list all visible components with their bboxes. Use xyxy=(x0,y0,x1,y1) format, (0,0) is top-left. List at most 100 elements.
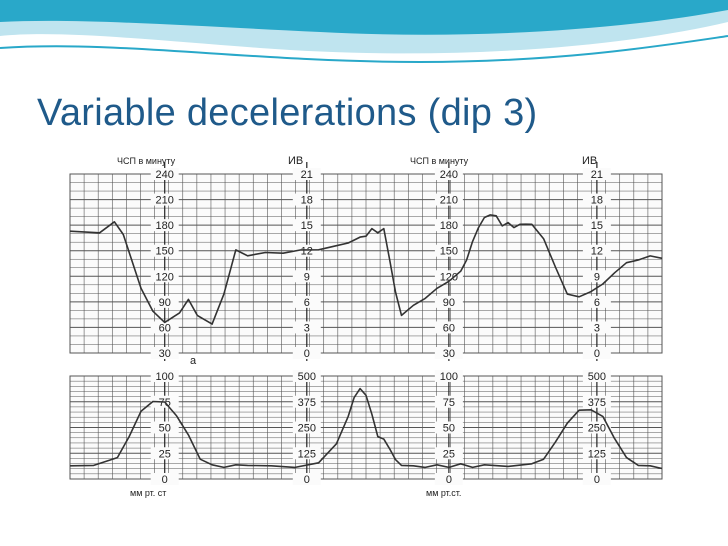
tick-label-bg xyxy=(582,168,611,180)
fhr-tick-label: 9 xyxy=(594,271,600,283)
fhr-tick-label: 0 xyxy=(304,348,310,360)
tick-label-bg xyxy=(292,347,321,359)
uc-tick-label: 75 xyxy=(443,397,455,409)
tick-label-bg xyxy=(582,193,611,206)
tick-label-bg xyxy=(582,321,611,334)
fhr-tick-label: 12 xyxy=(591,246,603,258)
tick-label-bg xyxy=(582,447,611,460)
tick-label-bg xyxy=(434,447,463,460)
tick-label-bg xyxy=(434,295,463,308)
tick-label-bg xyxy=(150,447,179,460)
tick-label-bg xyxy=(150,370,179,382)
chart-grid: 2402101801501209060302118151296302402101… xyxy=(69,162,663,486)
fhr-tick-label: 0 xyxy=(594,348,600,360)
wave-dark xyxy=(0,0,728,35)
uc-tick-label: 0 xyxy=(446,474,452,486)
cardiotocography-chart: 2402101801501209060302118151296302402101… xyxy=(69,155,663,498)
tick-label-bg xyxy=(582,347,611,359)
fhr-tick-label: 60 xyxy=(159,322,171,334)
fhr-tick-label: 12 xyxy=(301,246,313,258)
uc-tick-label: 50 xyxy=(159,423,171,435)
tick-label-bg xyxy=(582,421,611,434)
fhr-tick-label: 210 xyxy=(156,195,174,207)
tick-label-bg xyxy=(150,321,179,334)
tick-label-bg xyxy=(150,244,179,257)
chart-traces xyxy=(69,214,663,470)
uc-tick-label: 0 xyxy=(594,474,600,486)
tick-label-bg xyxy=(292,295,321,308)
tick-label-bg xyxy=(150,295,179,308)
wave-line xyxy=(0,35,728,64)
tick-label-bg xyxy=(434,193,463,206)
fhr-tick-label: 30 xyxy=(443,348,455,360)
fhr-tick-label: 210 xyxy=(440,195,458,207)
tick-label-bg xyxy=(150,473,179,485)
fhr-tick-label: 21 xyxy=(591,169,603,181)
uc-tick-label: 25 xyxy=(159,448,171,460)
tick-label-bg xyxy=(150,421,179,434)
tick-label-bg xyxy=(292,270,321,283)
fhr-tick-label: 15 xyxy=(301,220,313,232)
fhr-tick-label: 240 xyxy=(156,169,174,181)
fhr-tick-label: 120 xyxy=(156,271,174,283)
iv-axis-title: ИВ xyxy=(582,155,597,167)
uc-tick-label: 375 xyxy=(588,397,606,409)
tick-label-bg xyxy=(150,168,179,180)
chart-labels: ЧСП в минуту ИВ ЧСП в минуту ИВ а мм рт.… xyxy=(117,155,597,498)
uc-tick-label: 100 xyxy=(440,371,458,383)
uc-tick-label: 25 xyxy=(443,448,455,460)
uc-tick-label: 500 xyxy=(298,371,316,383)
fhr-tick-label: 150 xyxy=(440,246,458,258)
pressure-axis-title: мм рт. ст xyxy=(130,488,166,498)
uc-trace xyxy=(69,387,663,470)
tick-label-bg xyxy=(434,168,463,180)
fhr-tick-label: 90 xyxy=(443,297,455,309)
tick-label-bg xyxy=(434,395,463,408)
uc-tick-label: 250 xyxy=(298,423,316,435)
tick-label-bg xyxy=(150,219,179,232)
tick-label-bg xyxy=(434,421,463,434)
tick-label-bg xyxy=(292,395,321,408)
fhr-tick-label: 6 xyxy=(594,297,600,309)
fhr-tick-label: 21 xyxy=(301,169,313,181)
fhr-tick-label: 180 xyxy=(440,220,458,232)
tick-label-bg xyxy=(292,447,321,460)
fhr-tick-label: 180 xyxy=(156,220,174,232)
fhr-tick-label: 3 xyxy=(304,322,310,334)
uc-tick-label: 125 xyxy=(588,448,606,460)
fhr-tick-label: 18 xyxy=(591,195,603,207)
tick-label-bg xyxy=(582,370,611,382)
tick-label-bg xyxy=(434,347,463,359)
fhr-tick-label: 9 xyxy=(304,271,310,283)
uc-tick-label: 375 xyxy=(298,397,316,409)
uc-tick-label: 0 xyxy=(162,474,168,486)
tick-label-bg xyxy=(150,193,179,206)
tick-label-bg xyxy=(434,321,463,334)
tick-label-bg xyxy=(582,219,611,232)
tick-label-bg xyxy=(292,219,321,232)
tick-label-bg xyxy=(434,370,463,382)
fhr-axis-title: ЧСП в минуту xyxy=(117,156,176,166)
tick-label-bg xyxy=(582,395,611,408)
uc-tick-label: 50 xyxy=(443,423,455,435)
fhr-tick-label: 90 xyxy=(159,297,171,309)
tick-label-bg xyxy=(292,193,321,206)
tick-label-bg xyxy=(434,219,463,232)
uc-tick-label: 100 xyxy=(156,371,174,383)
tick-label-bg xyxy=(292,244,321,257)
fhr-tick-label: 150 xyxy=(156,246,174,258)
tick-label-bg xyxy=(292,370,321,382)
tick-label-bg xyxy=(292,321,321,334)
tick-label-bg xyxy=(292,473,321,485)
fhr-tick-label: 240 xyxy=(440,169,458,181)
tick-label-bg xyxy=(434,270,463,283)
tick-label-bg xyxy=(150,347,179,359)
pressure-axis-title: мм рт.ст. xyxy=(426,488,461,498)
tick-label-bg xyxy=(292,421,321,434)
fhr-tick-label: 6 xyxy=(304,297,310,309)
slide-title: Variable decelerations (dip 3) xyxy=(37,92,538,134)
fhr-tick-label: 18 xyxy=(301,195,313,207)
decorative-wave-banner xyxy=(0,0,728,64)
tick-label-bg xyxy=(150,270,179,283)
uc-tick-label: 500 xyxy=(588,371,606,383)
